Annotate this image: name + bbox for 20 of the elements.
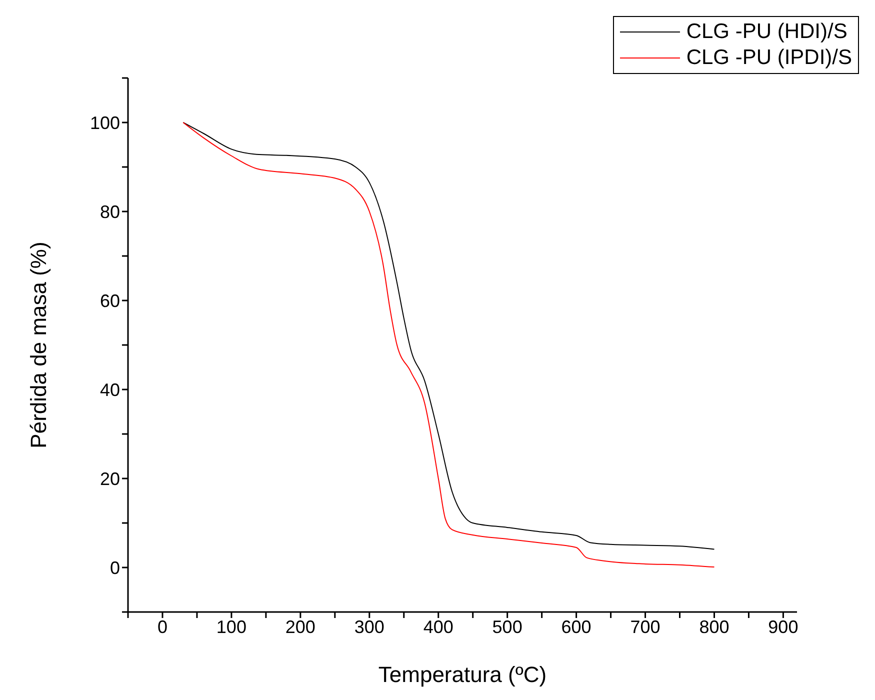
x-tick-label: 400 [423, 616, 454, 637]
legend-label: CLG -PU (HDI)/S [686, 19, 848, 45]
x-tick-label: 0 [157, 616, 168, 637]
y-tick-label: 0 [110, 558, 120, 578]
x-tick-label: 300 [354, 616, 384, 637]
legend-label: CLG -PU (IPDI)/S [686, 45, 852, 71]
x-tick-label: 600 [561, 616, 592, 637]
y-tick-label: 100 [90, 112, 120, 133]
x-tick-label: 900 [768, 616, 798, 637]
x-tick-label: 700 [630, 616, 660, 637]
y-tick-label: 80 [100, 202, 120, 222]
y-axis-title: Pérdida de masa (%) [26, 242, 51, 448]
x-tick-label: 500 [492, 616, 522, 637]
x-tick-label: 800 [699, 616, 730, 637]
y-tick-label: 40 [100, 380, 120, 400]
x-tick-label: 100 [216, 616, 246, 637]
y-tick-label: 20 [100, 468, 120, 489]
x-tick-label: 200 [285, 616, 316, 637]
x-axis-title: Temperatura (ºC) [378, 662, 547, 687]
y-tick-label: 60 [100, 290, 120, 311]
